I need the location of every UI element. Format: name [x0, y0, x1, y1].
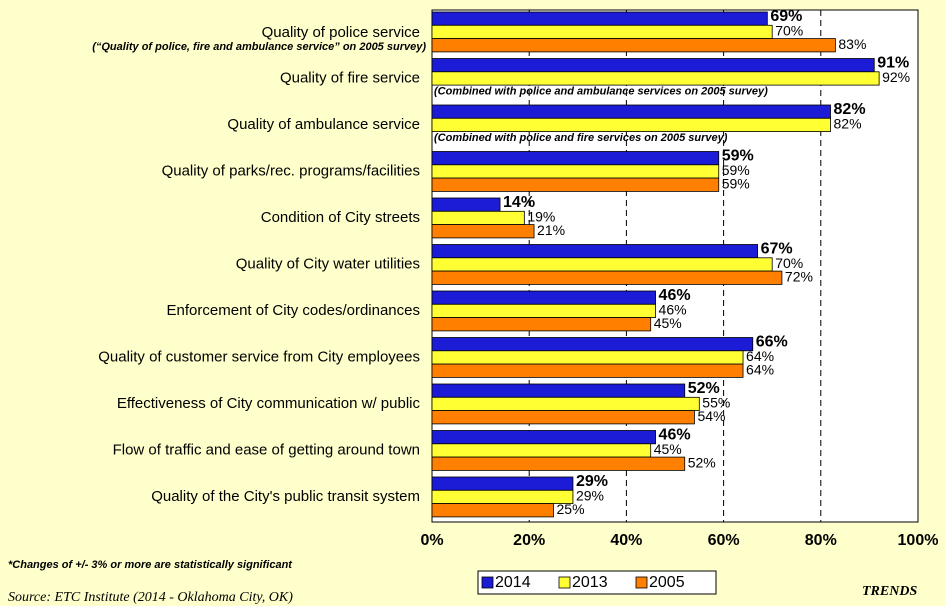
bar — [431, 317, 652, 332]
bar — [431, 210, 525, 226]
legend-label: 2014 — [495, 574, 531, 591]
value-label: 19% — [527, 209, 555, 225]
value-label: 25% — [557, 501, 585, 517]
x-tick-label: 20% — [513, 532, 545, 549]
value-label: 52% — [688, 380, 720, 397]
value-label: 70% — [775, 255, 803, 271]
bar — [431, 430, 656, 445]
value-label: 54% — [697, 408, 725, 424]
value-label: 64% — [746, 348, 774, 364]
bar — [431, 224, 535, 239]
bar — [431, 58, 875, 73]
value-label: 82% — [834, 101, 866, 118]
value-label: 67% — [761, 240, 793, 257]
footnote: *Changes of +/- 3% or more are statistic… — [8, 559, 293, 571]
value-label: 21% — [537, 222, 565, 238]
annotation: (“Quality of police, fire and ambulance … — [92, 41, 426, 53]
bar — [431, 443, 652, 458]
bar — [431, 24, 773, 39]
value-label: 82% — [834, 116, 862, 132]
legend-box — [477, 570, 717, 595]
value-label: 59% — [722, 162, 750, 178]
legend-swatch — [558, 576, 571, 589]
annotation: (Combined with police and ambulance serv… — [434, 86, 768, 98]
value-label: 29% — [576, 473, 608, 490]
value-label: 69% — [770, 8, 802, 25]
value-label: 59% — [722, 175, 750, 191]
source: Source: ETC Institute (2014 - Oklahoma C… — [8, 590, 293, 605]
legend-label: 2013 — [572, 574, 608, 591]
category-label: Quality of City water utilities — [236, 255, 420, 272]
value-label: 72% — [785, 268, 813, 284]
category-label: Condition of City streets — [261, 209, 420, 226]
bar — [431, 177, 720, 192]
bar — [431, 303, 656, 318]
legend-label: 2005 — [649, 574, 685, 591]
category-label: Quality of the City's public transit sys… — [151, 488, 420, 505]
bar — [431, 503, 554, 518]
value-label: 45% — [654, 441, 682, 457]
bar — [431, 383, 686, 398]
brand: TRENDS — [862, 584, 917, 599]
value-label: 70% — [775, 23, 803, 39]
bar — [431, 244, 759, 259]
annotation: (Combined with police and fire services … — [434, 132, 728, 144]
category-label: Quality of fire service — [280, 69, 420, 86]
bar — [431, 11, 768, 26]
bar — [431, 164, 720, 179]
category-label: Enforcement of City codes/ordinances — [167, 302, 420, 319]
bar — [431, 363, 744, 378]
value-label: 46% — [659, 287, 691, 304]
value-label: 55% — [702, 395, 730, 411]
bar — [431, 290, 656, 305]
bar — [431, 476, 574, 491]
value-label: 52% — [688, 454, 716, 470]
category-label: Quality of police service — [262, 24, 420, 41]
category-label: Quality of ambulance service — [227, 116, 420, 133]
bar — [431, 38, 836, 53]
value-label: 64% — [746, 361, 774, 377]
x-tick-label: 0% — [420, 532, 443, 549]
value-label: 91% — [877, 54, 909, 71]
bar — [431, 337, 754, 352]
bar — [431, 117, 831, 133]
category-label: Quality of customer service from City em… — [98, 348, 420, 365]
bar — [431, 350, 744, 365]
bar — [431, 456, 686, 471]
value-label: 92% — [882, 69, 910, 85]
value-label: 83% — [838, 36, 866, 52]
bar — [431, 489, 574, 504]
category-label: Quality of parks/rec. programs/facilitie… — [162, 162, 420, 179]
x-tick-label: 80% — [805, 532, 837, 549]
x-tick-label: 40% — [610, 532, 642, 549]
value-label: 46% — [659, 426, 691, 443]
bar — [431, 151, 720, 166]
bar — [431, 197, 501, 212]
value-label: 29% — [576, 488, 604, 504]
category-label: Effectiveness of City communication w/ p… — [117, 395, 421, 412]
x-tick-label: 60% — [708, 532, 740, 549]
value-label: 14% — [503, 194, 535, 211]
bar — [431, 104, 831, 119]
bar — [431, 71, 880, 86]
x-tick-label: 100% — [898, 532, 939, 549]
value-label: 46% — [659, 302, 687, 318]
category-label: Flow of traffic and ease of getting arou… — [113, 441, 420, 458]
bar — [431, 270, 783, 285]
bar — [431, 410, 695, 425]
legend-swatch — [635, 576, 648, 589]
value-label: 66% — [756, 333, 788, 350]
value-label: 45% — [654, 315, 682, 331]
bar — [431, 257, 773, 272]
bar — [431, 396, 700, 411]
legend-swatch — [481, 576, 494, 589]
value-label: 59% — [722, 147, 754, 164]
